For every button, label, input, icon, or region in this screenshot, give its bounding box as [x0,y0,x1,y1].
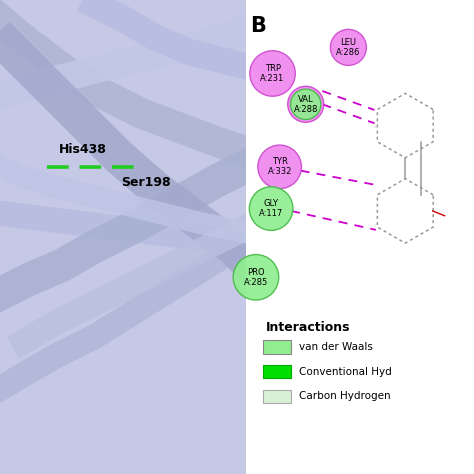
FancyBboxPatch shape [263,390,291,403]
Text: VAL
A:288: VAL A:288 [293,95,318,114]
Text: Interactions: Interactions [265,320,350,334]
Circle shape [291,89,321,119]
Text: Ser198: Ser198 [121,176,171,189]
Text: van der Waals: van der Waals [299,342,373,352]
Circle shape [233,255,279,300]
Text: Carbon Hydrogen: Carbon Hydrogen [299,391,391,401]
FancyBboxPatch shape [263,340,291,354]
Circle shape [330,29,366,65]
Circle shape [288,86,324,122]
Circle shape [250,51,295,96]
Text: GLY
A:117: GLY A:117 [259,199,283,218]
Text: VAL
A:288: VAL A:288 [293,95,318,114]
Circle shape [258,145,301,189]
Text: TRP
A:231: TRP A:231 [260,64,285,83]
FancyBboxPatch shape [263,365,291,378]
FancyBboxPatch shape [0,0,246,474]
Circle shape [249,187,293,230]
Text: LEU
A:286: LEU A:286 [336,38,361,57]
Text: PRO
A:285: PRO A:285 [244,268,268,287]
Text: Conventional Hyd: Conventional Hyd [299,366,392,377]
Text: TYR
A:332: TYR A:332 [267,157,292,176]
Text: B: B [250,16,266,36]
Text: His438: His438 [59,143,107,156]
FancyBboxPatch shape [246,0,474,474]
